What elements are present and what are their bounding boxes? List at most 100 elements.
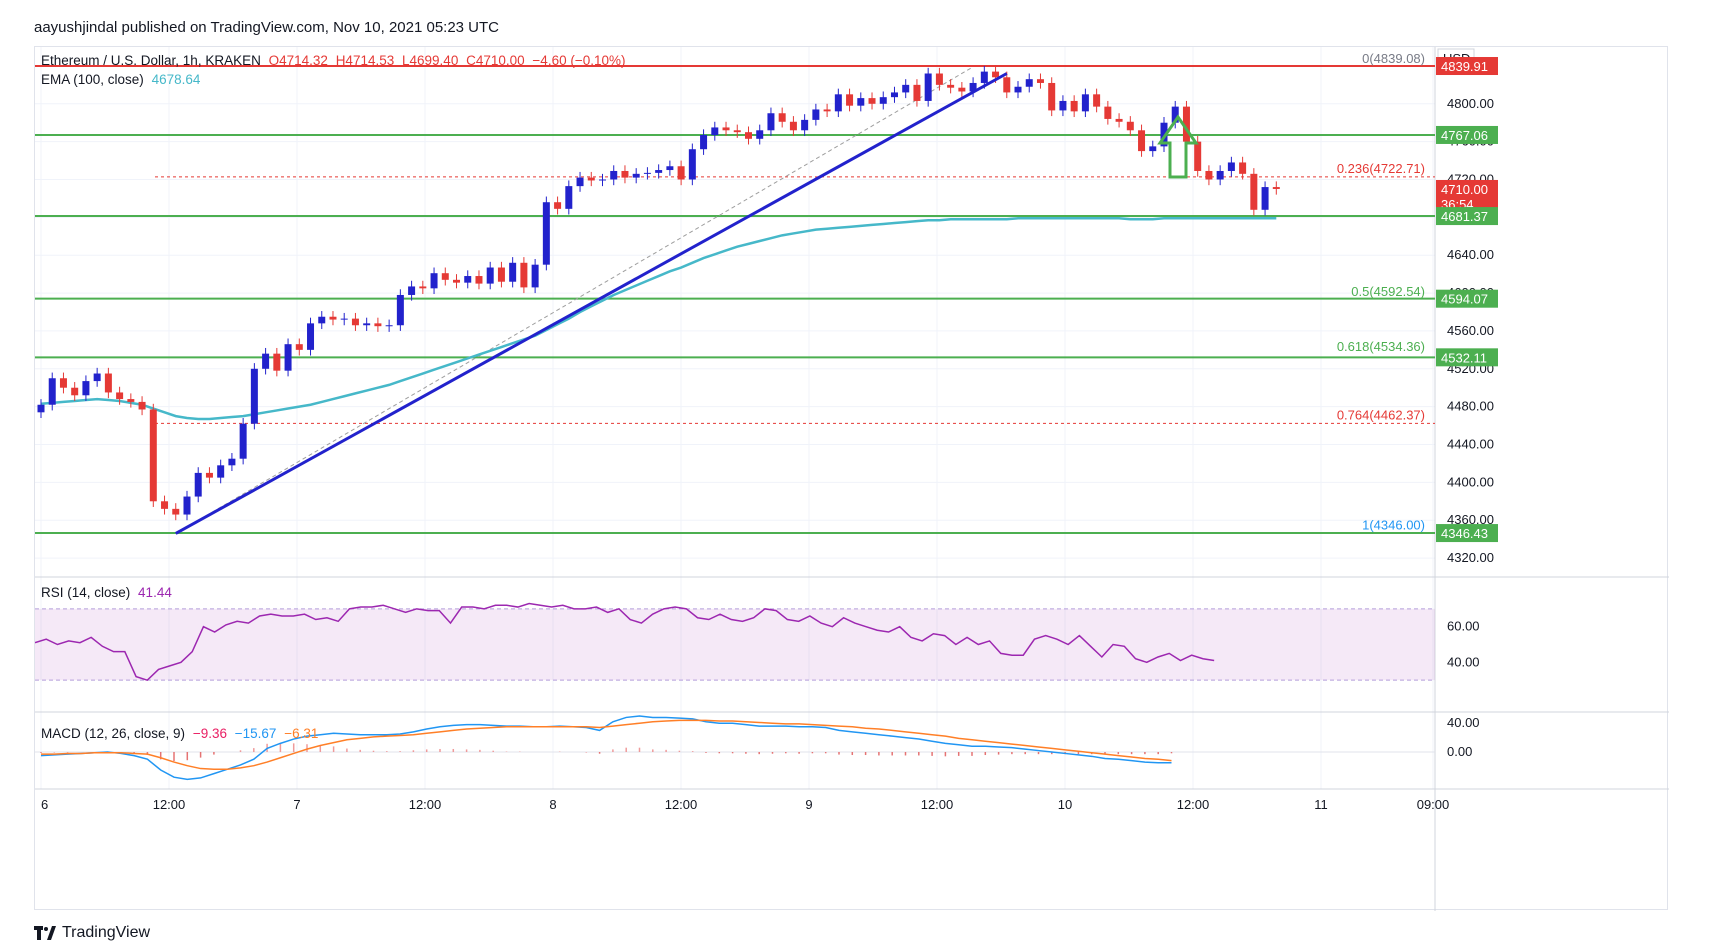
candle bbox=[1227, 162, 1235, 171]
price-tag bbox=[1436, 57, 1498, 76]
price-tick-label: 4560.00 bbox=[1447, 323, 1494, 338]
candle bbox=[756, 130, 764, 139]
candle bbox=[520, 262, 528, 288]
candle bbox=[1081, 94, 1089, 112]
candle bbox=[228, 458, 236, 466]
time-tick-label: 7 bbox=[293, 797, 300, 812]
price-tag bbox=[1436, 125, 1498, 144]
candle bbox=[419, 286, 427, 289]
price-tag bbox=[1436, 348, 1498, 367]
candle bbox=[194, 472, 202, 497]
candle bbox=[643, 172, 651, 174]
candle bbox=[902, 84, 910, 93]
macd-tick-label: 40.00 bbox=[1447, 715, 1480, 730]
symbol-legend: Ethereum / U.S. Dollar, 1h, KRAKEN O4714… bbox=[41, 53, 630, 68]
chart-frame[interactable]: 0(4839.08) 0.236(4722.71) 0.5(4592.54) 0.61… bbox=[34, 46, 1669, 911]
symbol-title: Ethereum / U.S. Dollar, 1h, KRAKEN bbox=[41, 53, 261, 68]
candle bbox=[37, 404, 45, 413]
candle bbox=[789, 121, 797, 131]
candle bbox=[834, 94, 842, 112]
candle bbox=[318, 316, 326, 324]
candle bbox=[733, 130, 741, 133]
candle bbox=[1250, 173, 1258, 210]
candle bbox=[363, 323, 371, 326]
candle bbox=[1138, 130, 1146, 152]
time-tick-label: 6 bbox=[41, 797, 48, 812]
chart-canvas[interactable]: 0(4839.08) 0.236(4722.71) 0.5(4592.54) 0.61… bbox=[35, 47, 1669, 911]
price-tag-value: 4532.11 bbox=[1441, 350, 1487, 365]
candle bbox=[273, 353, 281, 371]
candle bbox=[677, 166, 685, 180]
candle bbox=[396, 294, 404, 326]
candle bbox=[823, 109, 831, 112]
candle bbox=[82, 381, 90, 396]
ema-line bbox=[40, 217, 1277, 421]
candle bbox=[430, 273, 438, 289]
ema-legend: EMA (100, close) 4678.64 bbox=[41, 72, 204, 87]
candle bbox=[1059, 100, 1067, 111]
candle bbox=[127, 399, 135, 402]
candle bbox=[1171, 106, 1179, 123]
time-tick-label: 10 bbox=[1058, 797, 1072, 812]
price-tag-value: 4710.00 bbox=[1441, 182, 1488, 197]
candle bbox=[1182, 106, 1190, 142]
candle bbox=[1025, 79, 1033, 87]
macd-signal-line bbox=[41, 719, 1172, 771]
candle bbox=[1115, 118, 1123, 122]
macd-tick-label: 0.00 bbox=[1447, 744, 1472, 759]
candle bbox=[441, 273, 449, 280]
price-tick-label: 4440.00 bbox=[1447, 437, 1494, 452]
ema-value: 4678.64 bbox=[151, 72, 201, 87]
candle bbox=[59, 378, 67, 388]
macd-legend: MACD (12, 26, close, 9) −9.36 −15.67 −6.… bbox=[41, 726, 322, 741]
candle bbox=[655, 170, 663, 173]
candle bbox=[913, 84, 921, 101]
rsi-tick-label: 40.00 bbox=[1447, 654, 1480, 669]
candle bbox=[217, 465, 225, 478]
fib-level-label: 0(4839.08) bbox=[1362, 51, 1425, 66]
candle bbox=[307, 323, 315, 350]
candle bbox=[621, 170, 629, 178]
rsi-label: RSI (14, close) bbox=[41, 585, 131, 600]
candle bbox=[172, 508, 180, 515]
candle bbox=[71, 387, 79, 396]
candle bbox=[935, 73, 943, 85]
time-tick-label: 12:00 bbox=[409, 797, 442, 812]
time-tick-label: 8 bbox=[549, 797, 556, 812]
price-tag-value: 4594.07 bbox=[1441, 292, 1488, 307]
candle bbox=[958, 87, 966, 92]
time-tick-label: 12:00 bbox=[1177, 797, 1210, 812]
candle bbox=[1272, 187, 1280, 189]
candle bbox=[464, 276, 472, 283]
candle bbox=[374, 323, 382, 327]
candle bbox=[576, 177, 584, 187]
candle bbox=[688, 149, 696, 180]
candle bbox=[1070, 100, 1078, 112]
rsi-value: 41.44 bbox=[138, 585, 172, 600]
price-tick-label: 4360.00 bbox=[1447, 512, 1494, 527]
ohlc-change: −4.60 (−0.10%) bbox=[532, 53, 626, 68]
candle bbox=[1014, 86, 1022, 93]
fib-level-label: 0.764(4462.37) bbox=[1337, 407, 1425, 422]
candle bbox=[385, 325, 393, 327]
candle bbox=[599, 179, 606, 181]
candle bbox=[711, 127, 719, 136]
candle bbox=[980, 71, 988, 83]
price-tag bbox=[1436, 524, 1498, 543]
ema-label: EMA (100, close) bbox=[41, 72, 144, 87]
candle bbox=[1104, 106, 1112, 119]
candle bbox=[284, 344, 292, 371]
fib-diagonal-line bbox=[175, 66, 974, 534]
fib-level-label: 1(4346.00) bbox=[1362, 517, 1425, 532]
candle bbox=[610, 170, 618, 180]
publish-line: aayushjindal published on TradingView.co… bbox=[34, 19, 500, 36]
candle bbox=[1216, 170, 1224, 180]
price-tag-value: 4681.37 bbox=[1441, 209, 1488, 224]
price-tick-label: 4480.00 bbox=[1447, 399, 1494, 414]
candle bbox=[879, 97, 887, 104]
price-tick-label: 4640.00 bbox=[1447, 247, 1494, 262]
candle bbox=[812, 109, 820, 120]
price-tag bbox=[1436, 289, 1498, 308]
candle bbox=[340, 318, 348, 320]
rsi-legend: RSI (14, close) 41.44 bbox=[41, 585, 176, 600]
